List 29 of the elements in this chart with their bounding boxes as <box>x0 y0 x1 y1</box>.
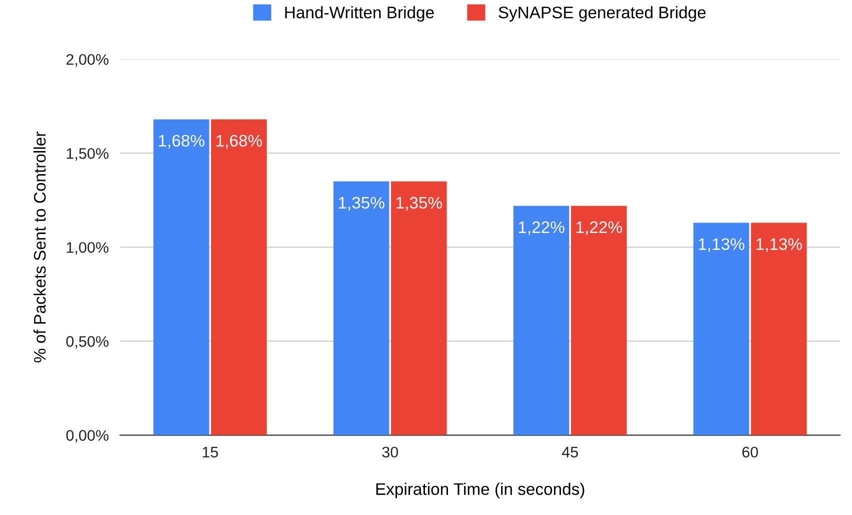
legend-label: SyNAPSE generated Bridge <box>498 6 706 22</box>
bar <box>153 119 210 436</box>
data-label: 1,68% <box>216 134 262 149</box>
y-tick-label: 2,00% <box>66 54 108 67</box>
y-tick-label: 0,00% <box>66 430 108 443</box>
x-tick-label: 30 <box>382 446 398 458</box>
bar <box>570 206 627 436</box>
x-tick-label: 60 <box>742 446 758 458</box>
bar <box>693 222 750 436</box>
y-tick-label: 1,00% <box>66 242 108 255</box>
data-label: 1,35% <box>396 196 442 211</box>
legend-label: Hand-Written Bridge <box>285 6 434 22</box>
bar <box>750 222 807 436</box>
bar <box>333 181 390 436</box>
bar <box>211 119 267 436</box>
data-label: 1,68% <box>158 134 204 149</box>
x-tick-label: 45 <box>562 446 578 458</box>
x-axis-title: Expiration Time (in seconds) <box>376 482 584 498</box>
y-axis-title: % of Packets Sent to Controller <box>34 132 46 362</box>
data-label: 1,13% <box>698 238 744 252</box>
y-tick-label: 0,50% <box>66 336 108 349</box>
x-tick-label: 15 <box>202 446 218 458</box>
data-label: 1,35% <box>338 196 384 211</box>
bar <box>391 181 447 436</box>
data-label: 1,22% <box>518 221 564 236</box>
bar <box>513 206 570 436</box>
data-label: 1,22% <box>576 221 622 236</box>
y-tick-label: 1,50% <box>66 148 108 161</box>
data-label: 1,13% <box>756 238 802 252</box>
